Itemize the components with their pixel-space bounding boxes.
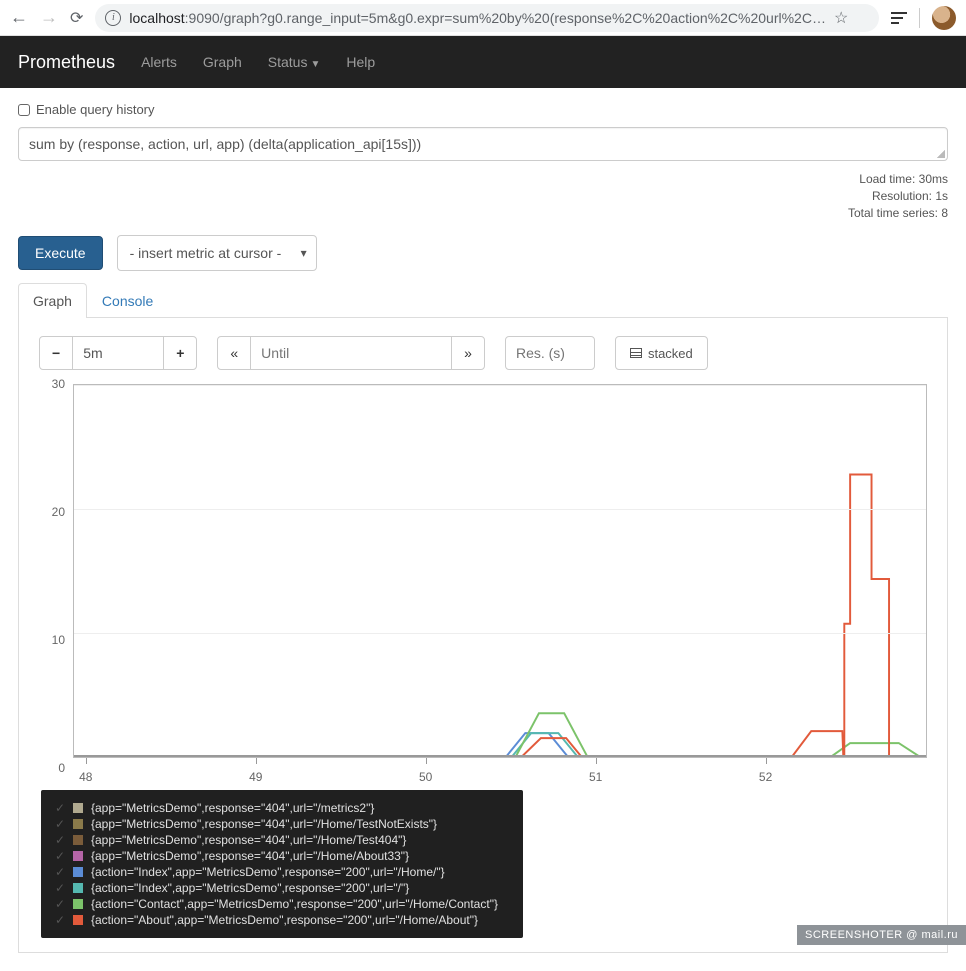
legend-item[interactable]: ✓{action="Index",app="MetricsDemo",respo… xyxy=(55,880,509,896)
stacked-icon xyxy=(630,348,642,358)
color-swatch xyxy=(73,867,83,877)
query-stats: Load time: 30ms Resolution: 1s Total tim… xyxy=(18,171,948,221)
legend-item[interactable]: ✓{app="MetricsDemo",response="404",url="… xyxy=(55,816,509,832)
address-field[interactable]: i localhost:9090/graph?g0.range_input=5m… xyxy=(95,4,879,32)
legend-item[interactable]: ✓{app="MetricsDemo",response="404",url="… xyxy=(55,800,509,816)
time-back-button[interactable]: « xyxy=(217,336,251,370)
legend-label: {action="Index",app="MetricsDemo",respon… xyxy=(91,865,445,879)
color-swatch xyxy=(73,915,83,925)
chart-svg xyxy=(74,385,926,757)
time-nav-group: « » xyxy=(217,336,485,370)
site-info-icon[interactable]: i xyxy=(105,10,121,26)
toggle-off-icon xyxy=(18,104,30,116)
enable-history-toggle[interactable]: Enable query history xyxy=(18,102,948,117)
range-group: − + xyxy=(39,336,197,370)
legend-item[interactable]: ✓{action="Contact",app="MetricsDemo",res… xyxy=(55,896,509,912)
range-decrease-button[interactable]: − xyxy=(39,336,73,370)
main-content: Enable query history sum by (response, a… xyxy=(0,88,966,971)
x-tick-label: 48 xyxy=(79,770,92,784)
y-tick-label: 30 xyxy=(52,377,65,391)
bookmark-icon[interactable]: ☆ xyxy=(834,8,848,28)
metric-select-wrap: - insert metric at cursor - xyxy=(117,235,317,271)
stat-series: Total time series: 8 xyxy=(18,205,948,222)
browser-address-bar: ← → ⟳ i localhost:9090/graph?g0.range_in… xyxy=(0,0,966,36)
stacked-toggle[interactable]: stacked xyxy=(615,336,708,370)
y-tick-label: 0 xyxy=(58,761,65,775)
legend-label: {app="MetricsDemo",response="404",url="/… xyxy=(91,849,409,863)
legend-label: {action="Contact",app="MetricsDemo",resp… xyxy=(91,897,498,911)
query-input[interactable]: sum by (response, action, url, app) (del… xyxy=(18,127,948,161)
reload-icon[interactable]: ⟳ xyxy=(70,8,83,28)
enable-history-label: Enable query history xyxy=(36,102,155,117)
legend-item[interactable]: ✓{app="MetricsDemo",response="404",url="… xyxy=(55,832,509,848)
brand[interactable]: Prometheus xyxy=(18,52,115,73)
until-input[interactable] xyxy=(251,336,451,370)
back-icon[interactable]: ← xyxy=(10,7,28,28)
legend-item[interactable]: ✓{action="Index",app="MetricsDemo",respo… xyxy=(55,864,509,880)
tabs: Graph Console xyxy=(18,283,948,318)
forward-icon[interactable]: → xyxy=(40,7,58,28)
graph-controls: − + « » stacked xyxy=(39,336,927,370)
nav-graph[interactable]: Graph xyxy=(203,54,242,70)
legend-item[interactable]: ✓{action="About",app="MetricsDemo",respo… xyxy=(55,912,509,928)
url-text: localhost:9090/graph?g0.range_input=5m&g… xyxy=(129,10,826,26)
query-text: sum by (response, action, url, app) (del… xyxy=(29,136,421,152)
menu-icon[interactable] xyxy=(891,12,907,24)
chart: 30 20 10 0 48 xyxy=(73,384,927,784)
color-swatch xyxy=(73,819,83,829)
x-tick-label: 50 xyxy=(419,770,432,784)
legend-label: {action="About",app="MetricsDemo",respon… xyxy=(91,913,478,927)
tab-graph[interactable]: Graph xyxy=(18,283,87,318)
nav-alerts[interactable]: Alerts xyxy=(141,54,177,70)
color-swatch xyxy=(73,803,83,813)
graph-panel: − + « » stacked 30 20 10 0 xyxy=(18,318,948,953)
stat-load-time: Load time: 30ms xyxy=(18,171,948,188)
time-forward-button[interactable]: » xyxy=(451,336,485,370)
stacked-label: stacked xyxy=(648,346,693,361)
y-tick-label: 10 xyxy=(52,633,65,647)
top-nav: Prometheus Alerts Graph Status▼ Help xyxy=(0,36,966,88)
nav-status[interactable]: Status▼ xyxy=(268,54,321,70)
plot-area xyxy=(73,384,927,758)
color-swatch xyxy=(73,899,83,909)
range-increase-button[interactable]: + xyxy=(163,336,197,370)
watermark: SCREENSHOTER @ mail.ru xyxy=(797,925,966,945)
color-swatch xyxy=(73,851,83,861)
execute-button[interactable]: Execute xyxy=(18,236,103,270)
tab-console[interactable]: Console xyxy=(87,283,168,318)
legend-label: {app="MetricsDemo",response="404",url="/… xyxy=(91,801,374,815)
profile-avatar[interactable] xyxy=(932,6,956,30)
execute-row: Execute - insert metric at cursor - xyxy=(18,235,948,271)
x-tick-label: 49 xyxy=(249,770,262,784)
legend: ✓{app="MetricsDemo",response="404",url="… xyxy=(41,790,523,938)
legend-label: {app="MetricsDemo",response="404",url="/… xyxy=(91,833,406,847)
y-tick-label: 20 xyxy=(52,505,65,519)
x-tick-label: 51 xyxy=(589,770,602,784)
color-swatch xyxy=(73,883,83,893)
stat-resolution: Resolution: 1s xyxy=(18,188,948,205)
divider xyxy=(919,8,920,28)
x-tick-label: 52 xyxy=(759,770,772,784)
range-input[interactable] xyxy=(73,336,163,370)
legend-item[interactable]: ✓{app="MetricsDemo",response="404",url="… xyxy=(55,848,509,864)
legend-label: {action="Index",app="MetricsDemo",respon… xyxy=(91,881,409,895)
metric-select[interactable]: - insert metric at cursor - xyxy=(117,235,317,271)
color-swatch xyxy=(73,835,83,845)
legend-label: {app="MetricsDemo",response="404",url="/… xyxy=(91,817,437,831)
nav-help[interactable]: Help xyxy=(346,54,375,70)
resolution-input[interactable] xyxy=(505,336,595,370)
